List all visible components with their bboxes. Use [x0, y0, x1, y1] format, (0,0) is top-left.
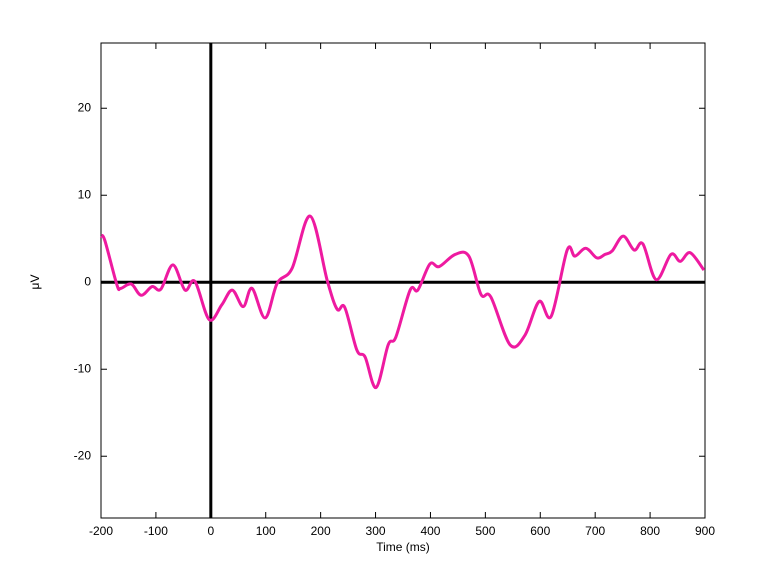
y-tick-label: -20	[74, 448, 92, 462]
x-tick-label: 500	[475, 524, 495, 538]
x-tick-label: 800	[640, 524, 660, 538]
y-axis-label: μV	[28, 275, 42, 290]
x-tick-label: -100	[144, 524, 168, 538]
x-axis-label: Time (ms)	[376, 540, 430, 554]
x-tick-label: 200	[311, 524, 331, 538]
x-tick-label: 600	[530, 524, 550, 538]
x-tick-label: 900	[695, 524, 715, 538]
x-tick-label: 300	[366, 524, 386, 538]
y-tick-label: 20	[78, 100, 92, 114]
x-tick-label: 0	[207, 524, 214, 538]
x-tick-label: 100	[256, 524, 276, 538]
x-tick-label: -200	[89, 524, 113, 538]
x-tick-label: 700	[585, 524, 605, 538]
y-tick-label: 10	[78, 187, 92, 201]
x-tick-label: 400	[420, 524, 440, 538]
plot-frame	[100, 42, 706, 519]
y-tick-label: -10	[74, 361, 92, 375]
y-tick-label: 0	[84, 274, 91, 288]
data-line	[99, 214, 706, 390]
